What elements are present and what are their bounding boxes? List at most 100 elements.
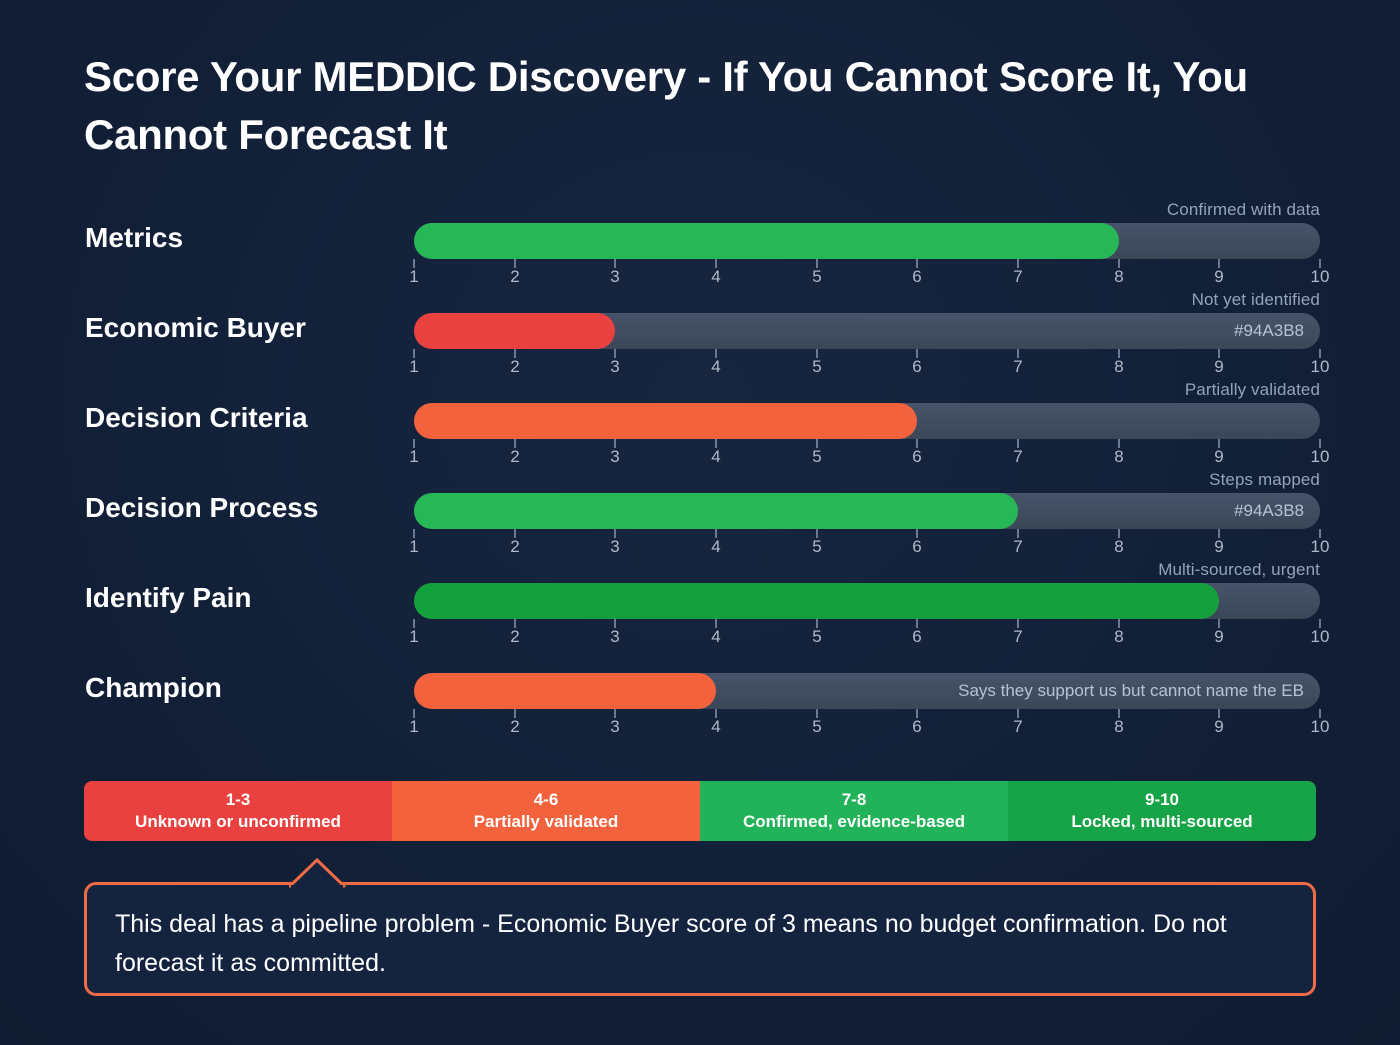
tick-mark <box>614 529 616 538</box>
tick-mark <box>1218 709 1220 718</box>
tick-mark <box>514 619 516 628</box>
tick-label: 10 <box>1310 717 1330 736</box>
score-gauge: Not yet identified #94A3B8 1 2 3 4 5 6 7 8 9 10 <box>409 286 1329 376</box>
tick-label: 9 <box>1214 357 1224 376</box>
tick-label: 9 <box>1214 267 1224 286</box>
tick-mark <box>1017 529 1019 538</box>
tick-label: 4 <box>711 357 721 376</box>
tick-mark <box>1118 439 1120 448</box>
tick-mark <box>715 439 717 448</box>
tick-mark <box>413 439 415 448</box>
score-track[interactable] <box>414 583 1320 619</box>
row-inline-caption: #94A3B8 <box>1234 501 1304 520</box>
tick-mark <box>916 439 918 448</box>
tick-label: 1 <box>409 627 419 646</box>
tick-label: 8 <box>1114 717 1124 736</box>
tick-label: 9 <box>1214 447 1224 466</box>
row-caption: Confirmed with data <box>1166 200 1320 219</box>
tick-mark <box>816 529 818 538</box>
tick-mark <box>715 619 717 628</box>
tick-mark <box>916 259 918 268</box>
tick-label: 4 <box>711 627 721 646</box>
tick-label: 10 <box>1310 537 1330 556</box>
legend-description: Locked, multi-sourced <box>1071 812 1253 831</box>
tick-label: 1 <box>409 357 419 376</box>
scale-ticks: 1 2 3 4 5 6 7 8 9 10 <box>409 529 1329 557</box>
tick-mark <box>816 349 818 358</box>
scale-ticks: 1 2 3 4 5 6 7 8 9 10 <box>409 619 1329 647</box>
tick-mark <box>1319 439 1321 448</box>
legend-segment: 9-10 Locked, multi-sourced <box>1008 781 1316 841</box>
tick-label: 2 <box>510 537 520 556</box>
tick-mark <box>916 619 918 628</box>
score-track[interactable]: #94A3B8 <box>414 313 1320 349</box>
tick-label: 4 <box>711 717 721 736</box>
tick-mark <box>1218 259 1220 268</box>
tick-label: 5 <box>812 717 822 736</box>
tick-mark <box>715 349 717 358</box>
tick-mark <box>614 349 616 358</box>
tick-mark <box>715 709 717 718</box>
tick-label: 6 <box>912 537 922 556</box>
tick-label: 1 <box>409 447 419 466</box>
tick-label: 7 <box>1013 537 1023 556</box>
tick-label: 7 <box>1013 267 1023 286</box>
tick-mark <box>413 349 415 358</box>
tick-label: 2 <box>510 627 520 646</box>
tick-label: 8 <box>1114 627 1124 646</box>
tick-label: 4 <box>711 447 721 466</box>
score-gauge: Steps mapped #94A3B8 1 2 3 4 5 6 7 8 9 10 <box>409 466 1329 557</box>
row-label: Economic Buyer <box>85 312 306 343</box>
tick-label: 10 <box>1310 447 1330 466</box>
score-row: Champion Says they support us but cannot … <box>0 646 1400 736</box>
tick-label: 10 <box>1310 627 1330 646</box>
row-inline-caption: #94A3B8 <box>1234 321 1304 340</box>
score-row: Decision Process Steps mapped #94A3B8 1 2 3 4 5… <box>0 466 1400 556</box>
callout-text: This deal has a pipeline problem - Econo… <box>115 910 1227 977</box>
tick-label: 3 <box>610 267 620 286</box>
tick-label: 6 <box>912 627 922 646</box>
tick-mark <box>1218 529 1220 538</box>
score-fill <box>414 403 917 439</box>
score-track[interactable] <box>414 403 1320 439</box>
tick-mark <box>1118 349 1120 358</box>
legend-range: 7-8 <box>841 790 867 809</box>
tick-label: 10 <box>1310 267 1330 286</box>
score-fill <box>414 223 1119 259</box>
tick-mark <box>514 529 516 538</box>
score-gauge: Partially validated 1 2 3 4 5 6 7 8 9 10 <box>409 376 1329 466</box>
tick-mark <box>816 259 818 268</box>
tick-label: 5 <box>812 537 822 556</box>
tick-mark <box>715 529 717 538</box>
tick-label: 3 <box>610 717 620 736</box>
tick-label: 3 <box>610 627 620 646</box>
score-row: Decision Criteria Partially validated 1 2 3 4… <box>0 376 1400 466</box>
row-label: Champion <box>85 672 222 703</box>
tick-mark <box>1218 439 1220 448</box>
tick-label: 4 <box>711 267 721 286</box>
tick-label: 6 <box>912 447 922 466</box>
tick-mark <box>614 259 616 268</box>
score-fill <box>414 493 1018 529</box>
legend-segment: 4-6 Partially validated <box>392 781 700 841</box>
tick-mark <box>1118 709 1120 718</box>
score-track[interactable]: Says they support us but cannot name the… <box>414 673 1320 709</box>
row-caption: Not yet identified <box>1191 290 1320 309</box>
tick-label: 6 <box>912 267 922 286</box>
tick-mark <box>514 709 516 718</box>
score-row: Identify Pain Multi-sourced, urgent 1 2 3 4 5 6… <box>0 556 1400 646</box>
legend-segment: 1-3 Unknown or unconfirmed <box>84 781 392 841</box>
scale-ticks: 1 2 3 4 5 6 7 8 9 10 <box>409 259 1329 287</box>
tick-label: 8 <box>1114 447 1124 466</box>
tick-label: 5 <box>812 357 822 376</box>
score-track[interactable] <box>414 223 1320 259</box>
tick-mark <box>1017 709 1019 718</box>
tick-mark <box>1017 619 1019 628</box>
score-track[interactable]: #94A3B8 <box>414 493 1320 529</box>
score-legend: 1-3 Unknown or unconfirmed 4-6 Partially va… <box>84 781 1316 841</box>
row-label: Metrics <box>85 222 184 253</box>
tick-mark <box>1017 349 1019 358</box>
tick-label: 5 <box>812 267 822 286</box>
tick-label: 8 <box>1114 537 1124 556</box>
tick-label: 3 <box>610 357 620 376</box>
